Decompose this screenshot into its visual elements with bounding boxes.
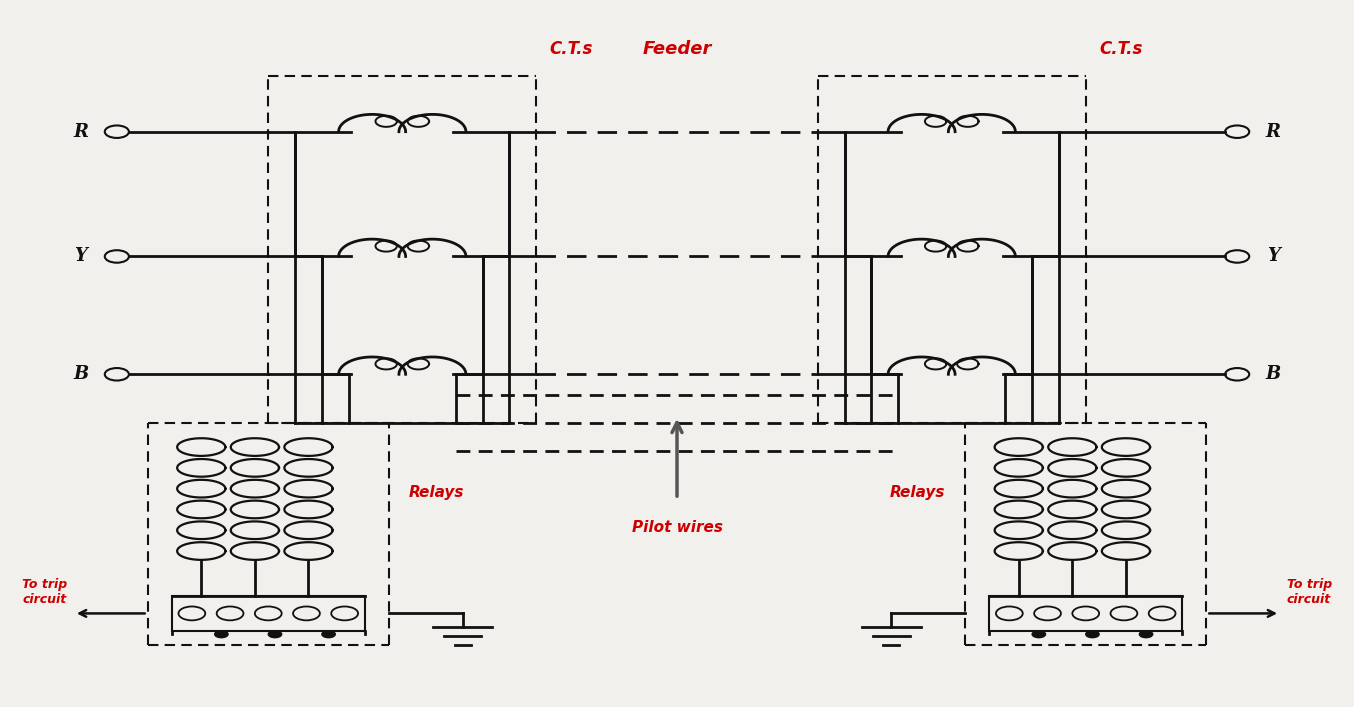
Text: Relays: Relays <box>890 484 945 500</box>
Text: Y: Y <box>74 247 87 265</box>
Text: To trip
circuit: To trip circuit <box>1286 578 1332 607</box>
Text: To trip
circuit: To trip circuit <box>22 578 68 607</box>
Bar <box>172 596 364 631</box>
Text: B: B <box>73 366 88 383</box>
Text: C.T.s: C.T.s <box>550 40 593 57</box>
Text: Pilot wires: Pilot wires <box>631 520 723 535</box>
Text: C.T.s: C.T.s <box>1099 40 1143 57</box>
Text: R: R <box>1266 123 1281 141</box>
Circle shape <box>1086 631 1099 638</box>
Text: Relays: Relays <box>409 484 464 500</box>
Circle shape <box>1032 631 1045 638</box>
Text: Feeder: Feeder <box>642 40 712 57</box>
Text: B: B <box>1266 366 1281 383</box>
Circle shape <box>322 631 336 638</box>
Bar <box>990 596 1182 631</box>
Text: R: R <box>73 123 88 141</box>
Circle shape <box>1139 631 1152 638</box>
Circle shape <box>268 631 282 638</box>
Circle shape <box>215 631 227 638</box>
Text: Y: Y <box>1267 247 1280 265</box>
